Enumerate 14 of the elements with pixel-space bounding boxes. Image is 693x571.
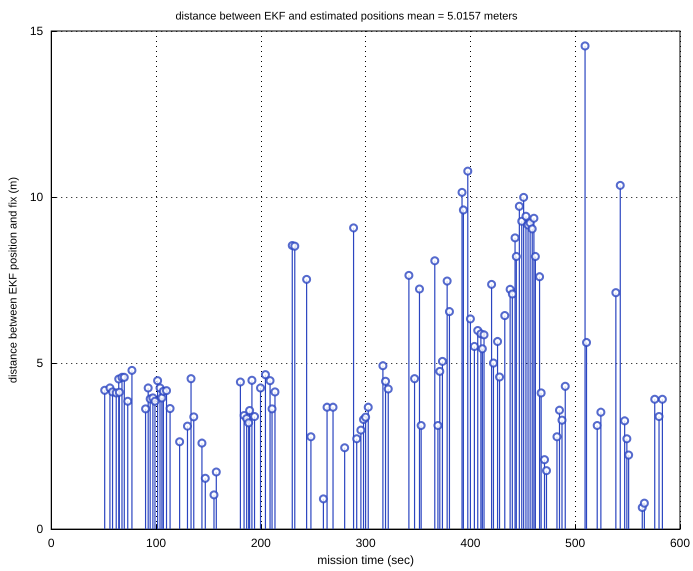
y-tick-label: 0	[36, 522, 44, 536]
x-tick-label: 500	[565, 536, 586, 550]
x-tick-label: 100	[146, 536, 166, 550]
y-tick-label: 15	[30, 24, 44, 38]
x-tick-label: 0	[48, 536, 55, 550]
x-tick-label: 300	[356, 536, 376, 550]
y-axis-title: distance between EKF position and fix (m)	[8, 177, 20, 384]
chart-title: distance between EKF and estimated positions mean = 5.0157 meters	[175, 10, 518, 22]
y-tick-label: 5	[36, 356, 44, 370]
y-tick-label: 10	[30, 190, 44, 204]
x-tick-label: 600	[670, 536, 690, 550]
x-tick-label: 200	[250, 536, 272, 550]
x-tick-label: 400	[460, 536, 481, 550]
x-axis-title: mission time (sec)	[317, 553, 414, 567]
